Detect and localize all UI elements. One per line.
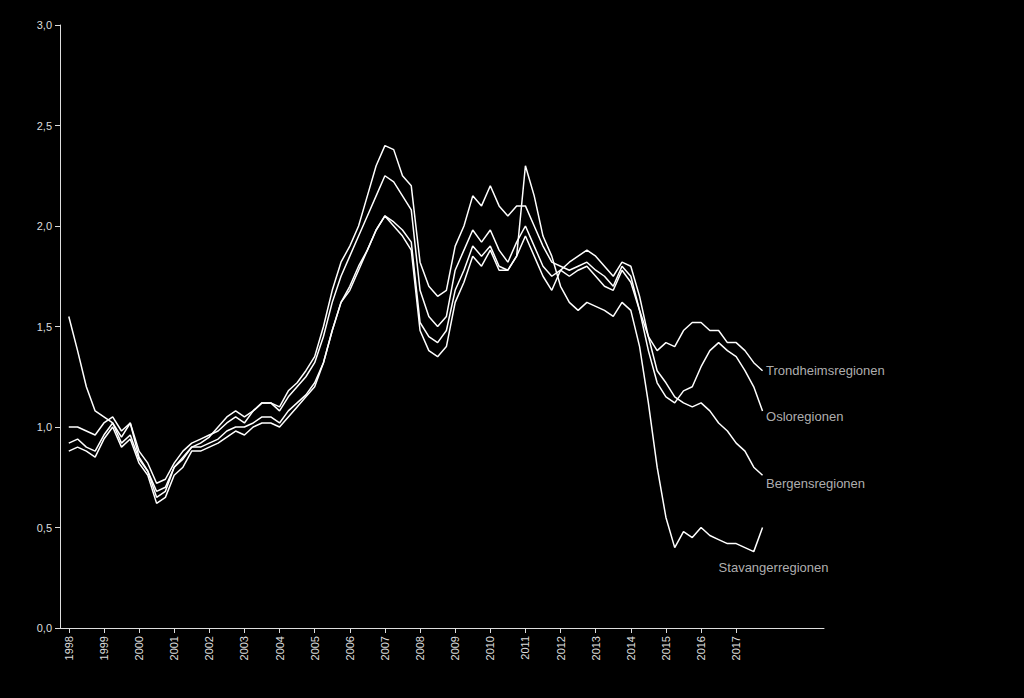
svg-text:0,5: 0,5 xyxy=(37,522,52,534)
svg-text:Stavangerregionen: Stavangerregionen xyxy=(719,560,829,575)
svg-text:2003: 2003 xyxy=(238,636,250,660)
svg-text:2,5: 2,5 xyxy=(37,120,52,132)
svg-text:2012: 2012 xyxy=(555,636,567,660)
svg-text:3,0: 3,0 xyxy=(37,19,52,31)
svg-text:2000: 2000 xyxy=(133,636,145,660)
svg-text:2011: 2011 xyxy=(519,636,531,660)
svg-text:2017: 2017 xyxy=(730,636,742,660)
svg-text:Trondheimsregionen: Trondheimsregionen xyxy=(766,363,885,378)
svg-text:Osloregionen: Osloregionen xyxy=(766,409,843,424)
svg-text:1,5: 1,5 xyxy=(37,321,52,333)
svg-text:0,0: 0,0 xyxy=(37,622,52,634)
svg-text:2014: 2014 xyxy=(625,636,637,660)
svg-text:2,0: 2,0 xyxy=(37,220,52,232)
svg-text:2006: 2006 xyxy=(344,636,356,660)
svg-text:1998: 1998 xyxy=(63,636,75,660)
svg-text:2004: 2004 xyxy=(274,636,286,660)
svg-text:2013: 2013 xyxy=(590,636,602,660)
svg-text:2015: 2015 xyxy=(660,636,672,660)
svg-text:Bergensregionen: Bergensregionen xyxy=(766,476,865,491)
svg-text:1999: 1999 xyxy=(98,636,110,660)
svg-text:2010: 2010 xyxy=(484,636,496,660)
svg-text:2009: 2009 xyxy=(449,636,461,660)
svg-text:2016: 2016 xyxy=(695,636,707,660)
svg-text:2007: 2007 xyxy=(379,636,391,660)
svg-text:2001: 2001 xyxy=(168,636,180,660)
svg-text:2008: 2008 xyxy=(414,636,426,660)
svg-text:1,0: 1,0 xyxy=(37,421,52,433)
svg-text:2005: 2005 xyxy=(309,636,321,660)
svg-text:2002: 2002 xyxy=(203,636,215,660)
